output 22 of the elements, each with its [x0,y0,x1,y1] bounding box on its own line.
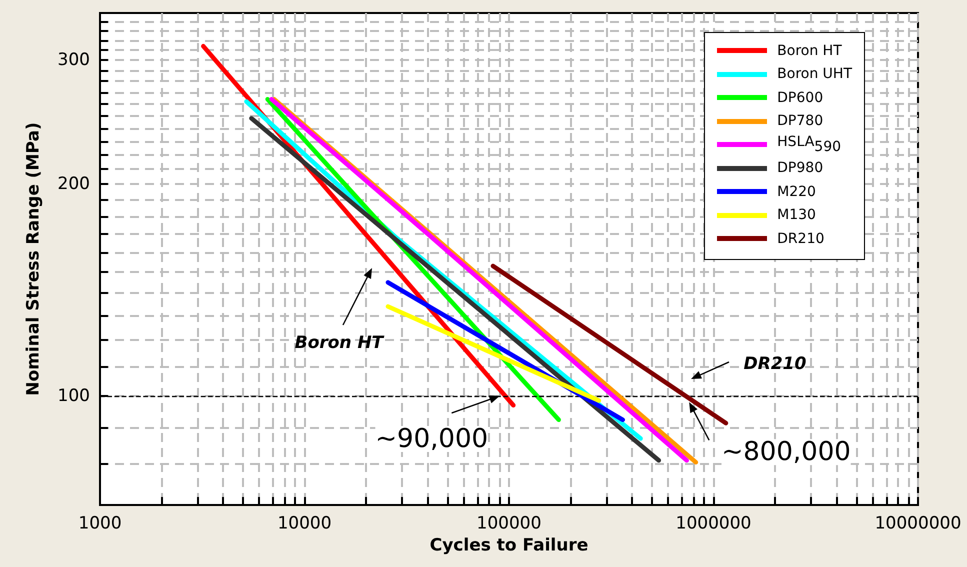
y-tick-label: 300 [58,50,90,70]
y-axis-title: Nominal Stress Range (MPa) [24,122,44,396]
y-tick-label: 200 [58,174,90,194]
legend-label: Boron HT [777,42,842,59]
legend-label: DR210 [777,230,824,247]
legend-label: M130 [777,207,816,224]
x-tick-label: 10000 [277,514,332,534]
x-tick-label: 10000000 [874,514,962,534]
annotation: ~800,000 [721,437,851,468]
legend-label: DP980 [777,160,824,176]
annotation: DR210 [744,354,807,374]
annotation: ~90,000 [375,424,488,454]
annotation: Boron HT [294,333,385,353]
legend-label: Boron UHT [777,66,852,82]
legend-label: M220 [777,184,816,200]
x-tick-label: 1000 [78,514,122,534]
legend-label: DP600 [777,90,824,106]
x-tick-label: 1000000 [676,514,752,534]
y-tick-label: 100 [58,386,90,406]
x-axis-title: Cycles to Failure [430,536,588,556]
x-tick-label: 100000 [476,514,542,534]
legend-label: DP780 [777,113,824,130]
